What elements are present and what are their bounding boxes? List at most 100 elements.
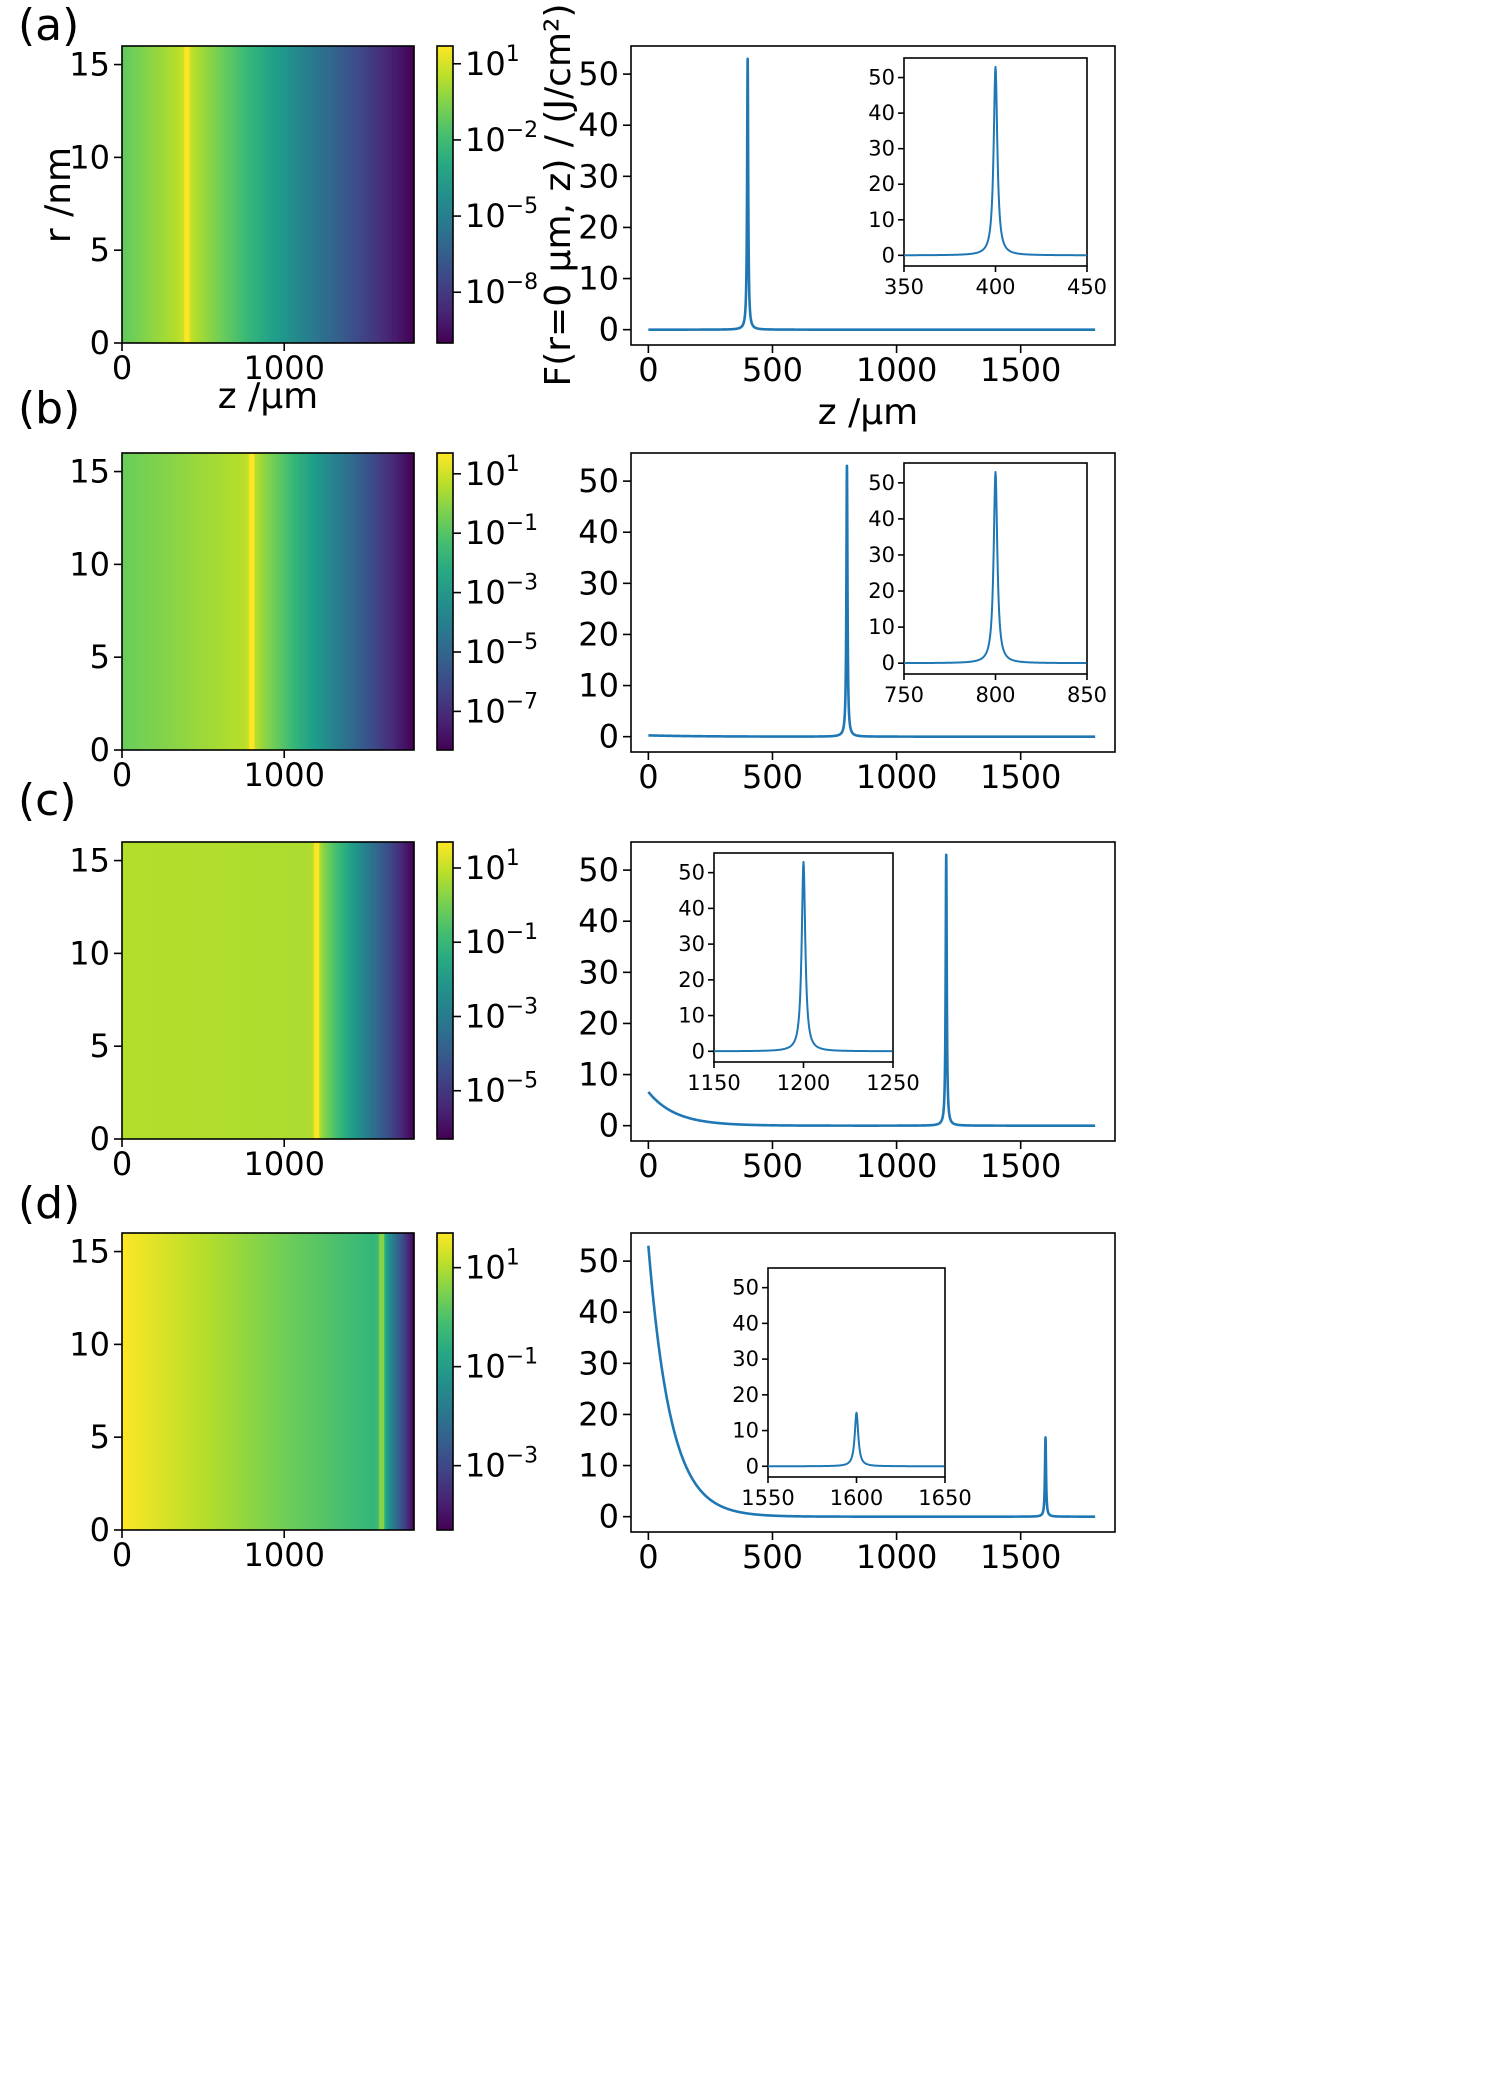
heatmap-column xyxy=(235,46,238,343)
heatmap-column xyxy=(149,453,152,750)
y-tick-label: 30 xyxy=(578,564,619,602)
heatmap-column xyxy=(393,1233,397,1530)
heatmap-column xyxy=(351,842,355,1139)
heatmap-column xyxy=(227,46,231,343)
heatmap-column xyxy=(220,842,223,1139)
heatmap-column xyxy=(218,1233,222,1530)
inset-y-tick-label: 30 xyxy=(868,543,895,567)
heatmap-column xyxy=(373,1233,377,1530)
inset-a: 0 10 20 30 40 50 350 400 450 xyxy=(868,57,1107,299)
heatmap-column xyxy=(204,1233,207,1530)
colorbar-tick-label: 101 xyxy=(465,42,520,83)
heatmap-column xyxy=(355,1233,359,1530)
heatmap-column xyxy=(377,842,380,1139)
heatmap-frame xyxy=(121,1232,415,1531)
y-tick-label: 15 xyxy=(69,1233,110,1271)
heatmap-column xyxy=(198,46,202,343)
heatmap-column xyxy=(390,842,393,1139)
heatmap-column xyxy=(392,46,395,343)
heatmap-column xyxy=(131,453,134,750)
heatmap-column xyxy=(304,1233,307,1530)
heatmap-column xyxy=(240,842,244,1139)
heatmap-column xyxy=(123,46,127,343)
heatmap-column xyxy=(258,842,262,1139)
heatmap-column xyxy=(348,1233,351,1530)
inset-x-tick-label: 1600 xyxy=(830,1486,883,1510)
heatmap-column xyxy=(397,842,400,1139)
heatmap-column xyxy=(386,1233,390,1530)
fluence-curve xyxy=(647,853,1096,1127)
heatmap-column xyxy=(143,453,147,750)
heatmap-column xyxy=(406,842,410,1139)
inset-b: 0 10 20 30 40 50 750 800 850 xyxy=(868,462,1107,707)
heatmap-column xyxy=(282,46,286,343)
inset-x-tick-label: 1550 xyxy=(741,1486,794,1510)
y-tick-label: 10 xyxy=(69,138,110,176)
heatmap-column xyxy=(258,46,262,343)
heatmap-column xyxy=(271,453,275,750)
heatmap-column xyxy=(213,842,216,1139)
heatmap-column xyxy=(125,46,129,343)
heatmap-column xyxy=(293,842,296,1139)
heatmap-column xyxy=(302,46,306,343)
colorbar-fill xyxy=(437,46,453,343)
heatmap-column xyxy=(351,46,355,343)
heatmap-column xyxy=(308,842,311,1139)
heatmap-column xyxy=(269,453,273,750)
heatmap-column xyxy=(337,453,340,750)
heatmap-column xyxy=(390,1233,393,1530)
colorbar-frame xyxy=(436,1232,454,1531)
heatmap-column xyxy=(350,46,353,343)
heatmap-column xyxy=(174,842,178,1139)
heatmap-column xyxy=(375,842,379,1139)
heatmap-column xyxy=(138,1233,141,1530)
heatmap-column xyxy=(359,453,362,750)
heatmap-column xyxy=(246,1233,249,1530)
heatmap-column xyxy=(335,453,338,750)
colorbar-tick-label: 10−7 xyxy=(465,689,538,730)
heatmap-column xyxy=(211,46,214,343)
inset-x-tick-label: 1650 xyxy=(918,1486,971,1510)
heatmap-column xyxy=(282,842,286,1139)
heatmap-column xyxy=(258,1233,262,1530)
heatmap-column xyxy=(342,842,346,1139)
x-tick-label: 1500 xyxy=(980,1538,1061,1576)
heatmap-column xyxy=(342,453,346,750)
heatmap-column xyxy=(302,453,306,750)
heatmap-column xyxy=(273,46,276,343)
heatmap-column xyxy=(269,46,273,343)
colorbar-tick-label: 10−5 xyxy=(465,630,538,671)
heatmap-column xyxy=(247,453,251,750)
heatmap-column xyxy=(258,453,262,750)
heatmap-column xyxy=(249,842,253,1139)
heatmap-column xyxy=(368,46,371,343)
heatmap-column xyxy=(202,1233,205,1530)
heatmap-column xyxy=(384,842,388,1139)
inset-y-tick-label: 20 xyxy=(868,579,895,603)
heatmap-column xyxy=(149,1233,152,1530)
heatmap-column xyxy=(216,46,220,343)
heatmap-column xyxy=(308,46,311,343)
heatmap-column xyxy=(328,842,331,1139)
heatmap-column xyxy=(185,1233,189,1530)
heatmap-column xyxy=(306,46,309,343)
y-tick-label: 5 xyxy=(90,638,110,676)
x-tick-label: 500 xyxy=(742,351,803,389)
heatmap-column xyxy=(266,46,269,343)
panel-label: (b) xyxy=(18,383,80,434)
heatmap-column xyxy=(196,453,200,750)
heatmap-column xyxy=(209,842,213,1139)
heatmap-column xyxy=(196,1233,200,1530)
heatmap-d: 0 5 10 15 0 1000 xyxy=(69,1232,415,1574)
heatmap-column xyxy=(189,453,192,750)
heatmap-column xyxy=(406,453,410,750)
heatmap-column xyxy=(382,46,386,343)
heatmap-column xyxy=(226,1233,229,1530)
heatmap-column xyxy=(169,1233,172,1530)
heatmap-column xyxy=(151,1233,154,1530)
heatmap-column xyxy=(165,842,169,1139)
heatmap-column xyxy=(333,46,337,343)
colorbar-fill xyxy=(437,842,453,1139)
heatmap-column xyxy=(342,1233,346,1530)
